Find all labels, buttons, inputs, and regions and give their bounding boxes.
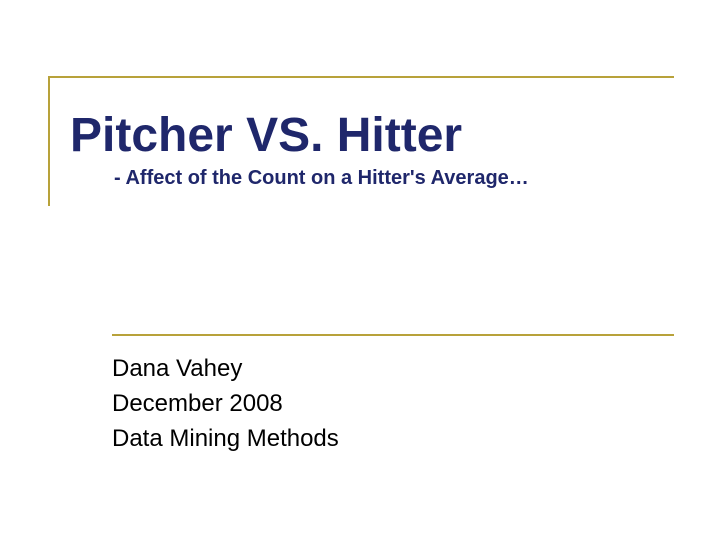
author-block: Dana Vahey December 2008 Data Mining Met…: [112, 352, 339, 456]
slide-date: December 2008: [112, 387, 339, 422]
divider-line: [112, 334, 674, 336]
title-block: Pitcher VS. Hitter - Affect of the Count…: [70, 110, 529, 190]
course-name: Data Mining Methods: [112, 422, 339, 457]
slide-title: Pitcher VS. Hitter: [70, 110, 529, 163]
author-name: Dana Vahey: [112, 352, 339, 387]
slide-subtitle: - Affect of the Count on a Hitter's Aver…: [114, 167, 529, 190]
